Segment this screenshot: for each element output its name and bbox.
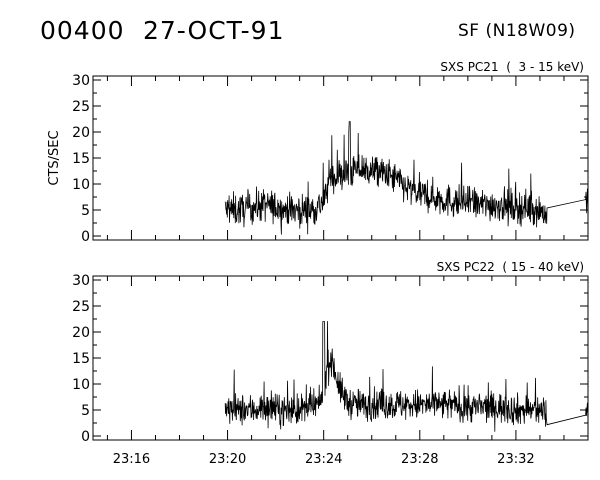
series-line-1 bbox=[224, 121, 589, 235]
x-tick-label: 23:32 bbox=[497, 452, 534, 467]
series-line-2 bbox=[224, 321, 589, 432]
y-tick-label: 5 bbox=[81, 203, 90, 219]
event-id: 00400 bbox=[40, 16, 125, 45]
y-tick-label: 0 bbox=[81, 429, 90, 445]
x-tick-label: 23:16 bbox=[113, 452, 150, 467]
plot-title-1: SXS PC21 ( 3 - 15 keV) bbox=[440, 60, 584, 74]
y-tick-label: 5 bbox=[81, 403, 90, 419]
event-date: 27-OCT-91 bbox=[143, 16, 285, 45]
y-tick-label: 30 bbox=[72, 73, 90, 89]
y-tick-label: 20 bbox=[72, 325, 90, 341]
y-tick-label: 15 bbox=[72, 151, 90, 167]
event-location: SF (N18W09) bbox=[458, 21, 576, 41]
y-tick-label: 25 bbox=[72, 299, 90, 315]
y-tick-label: 10 bbox=[72, 377, 90, 393]
y-tick-label: 25 bbox=[72, 99, 90, 115]
y-axis-label: CTS/SEC bbox=[47, 130, 62, 185]
y-tick-label: 10 bbox=[72, 177, 90, 193]
plot-title-2: SXS PC22 ( 15 - 40 keV) bbox=[437, 260, 584, 274]
y-tick-label: 0 bbox=[81, 229, 90, 245]
y-tick-label: 20 bbox=[72, 125, 90, 141]
x-tick-label: 23:24 bbox=[305, 452, 342, 467]
y-tick-label: 15 bbox=[72, 351, 90, 367]
x-tick-label: 23:28 bbox=[401, 452, 438, 467]
y-tick-label: 30 bbox=[72, 273, 90, 289]
x-tick-label: 23:20 bbox=[209, 452, 246, 467]
